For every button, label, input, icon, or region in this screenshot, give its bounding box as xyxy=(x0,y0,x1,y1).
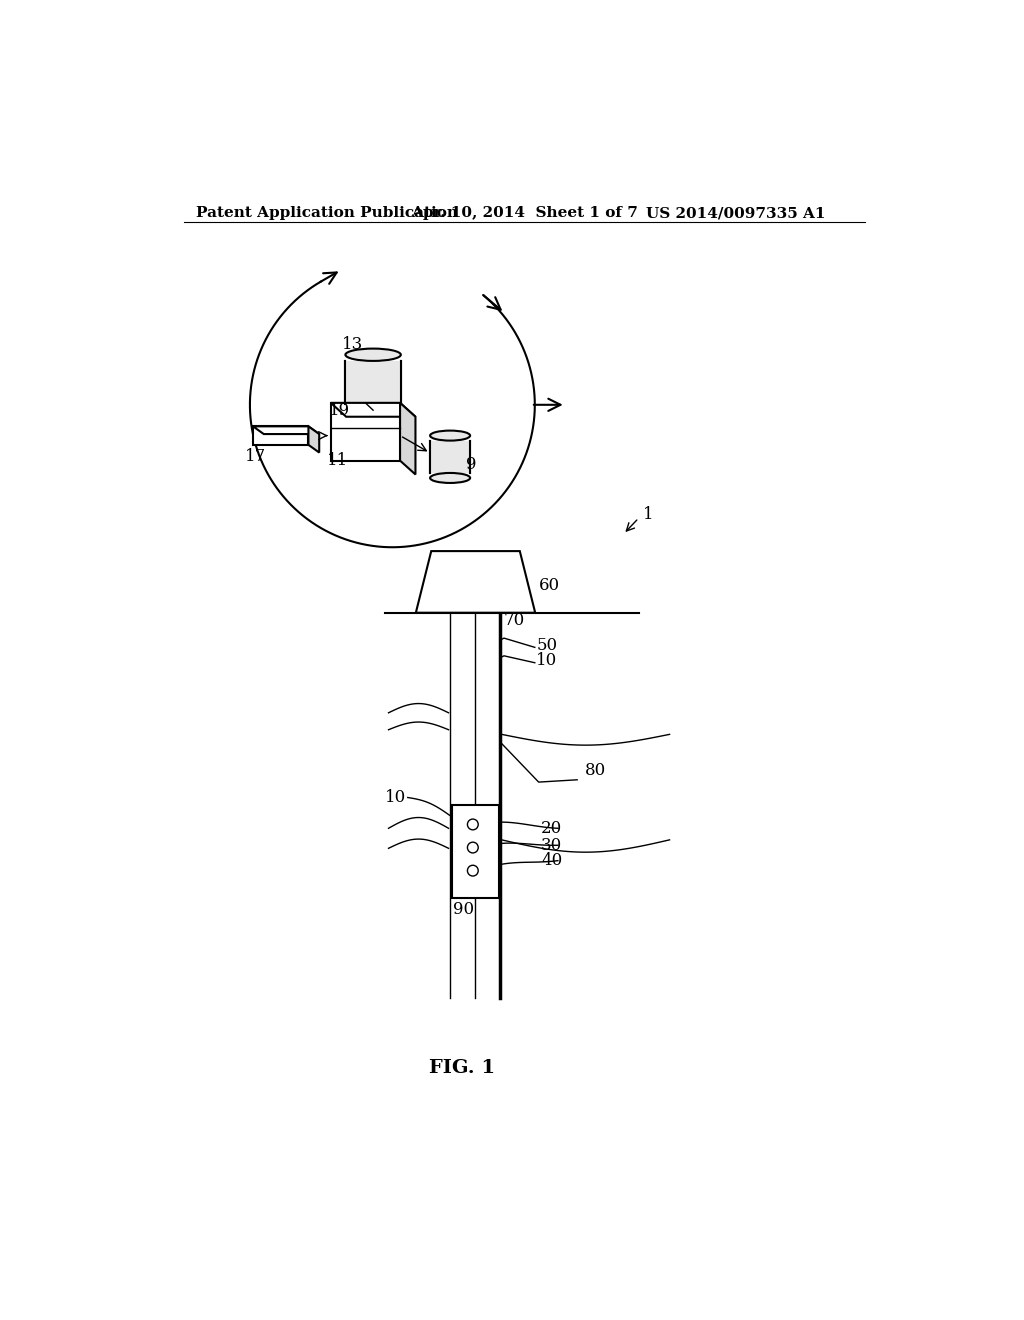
Text: 90: 90 xyxy=(454,900,474,917)
Ellipse shape xyxy=(430,473,470,483)
Text: 10: 10 xyxy=(537,652,558,669)
Ellipse shape xyxy=(345,348,400,360)
Text: 50: 50 xyxy=(537,638,557,655)
FancyBboxPatch shape xyxy=(430,441,470,473)
Text: 40: 40 xyxy=(541,853,562,869)
Text: 1: 1 xyxy=(643,506,653,523)
Ellipse shape xyxy=(345,404,400,416)
Bar xyxy=(331,403,400,461)
Polygon shape xyxy=(331,403,416,417)
Text: 80: 80 xyxy=(585,762,606,779)
Polygon shape xyxy=(308,426,319,453)
Text: 19: 19 xyxy=(329,403,349,420)
Text: Apr. 10, 2014  Sheet 1 of 7: Apr. 10, 2014 Sheet 1 of 7 xyxy=(412,206,639,220)
Text: 11: 11 xyxy=(327,451,348,469)
Ellipse shape xyxy=(430,430,470,441)
Text: 10: 10 xyxy=(385,789,407,807)
Polygon shape xyxy=(416,552,536,612)
FancyBboxPatch shape xyxy=(345,360,400,404)
Text: Patent Application Publication: Patent Application Publication xyxy=(196,206,458,220)
Text: 30: 30 xyxy=(541,837,562,854)
Circle shape xyxy=(467,818,478,830)
Polygon shape xyxy=(400,403,416,474)
Text: 9: 9 xyxy=(466,457,476,474)
Bar xyxy=(452,805,499,898)
Circle shape xyxy=(467,866,478,876)
Text: 13: 13 xyxy=(342,337,364,354)
Circle shape xyxy=(467,842,478,853)
Text: FIG. 1: FIG. 1 xyxy=(429,1059,495,1077)
Text: 60: 60 xyxy=(539,577,560,594)
Text: US 2014/0097335 A1: US 2014/0097335 A1 xyxy=(646,206,826,220)
Text: 20: 20 xyxy=(541,820,562,837)
Polygon shape xyxy=(253,426,319,434)
Bar xyxy=(253,426,308,445)
Text: 70: 70 xyxy=(504,612,525,628)
Text: 17: 17 xyxy=(245,447,266,465)
